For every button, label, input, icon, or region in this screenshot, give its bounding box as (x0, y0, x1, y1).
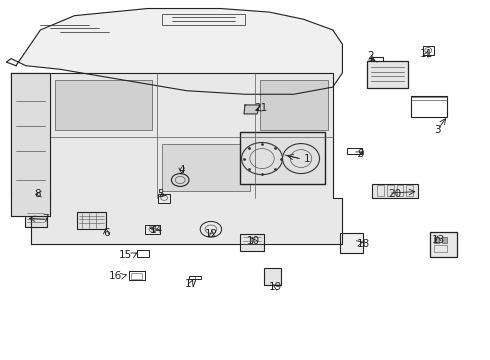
Bar (434, 245, 447, 252)
Bar (411, 96, 447, 117)
Text: 1: 1 (303, 154, 310, 163)
Text: 4: 4 (178, 165, 185, 175)
Text: 10: 10 (247, 237, 260, 247)
Bar (372, 184, 418, 198)
Bar (240, 132, 325, 184)
Text: 8: 8 (35, 189, 41, 199)
Bar (340, 233, 364, 252)
Bar (367, 62, 408, 88)
Bar (396, 185, 403, 196)
Bar (25, 210, 47, 227)
Polygon shape (11, 73, 343, 244)
Text: 6: 6 (103, 228, 109, 238)
Bar (162, 14, 245, 24)
Text: 16: 16 (109, 271, 122, 281)
Text: 19: 19 (269, 282, 282, 292)
Bar (131, 273, 142, 279)
Bar (387, 185, 393, 196)
Text: 12: 12 (205, 229, 219, 239)
Bar (423, 46, 434, 55)
Bar (264, 267, 281, 285)
Text: 5: 5 (157, 189, 164, 199)
Polygon shape (244, 105, 260, 114)
Polygon shape (6, 9, 343, 94)
Bar (377, 185, 384, 196)
Bar (240, 234, 264, 251)
Bar (77, 212, 106, 229)
Bar (55, 80, 152, 130)
Bar (430, 232, 457, 257)
Text: 15: 15 (119, 250, 132, 260)
Text: 7: 7 (43, 214, 49, 224)
Bar (129, 271, 145, 280)
Bar (442, 237, 447, 243)
Polygon shape (11, 73, 50, 216)
Bar (347, 148, 362, 154)
Text: 11: 11 (420, 49, 433, 59)
Bar (16, 80, 45, 109)
Bar (189, 276, 201, 279)
Bar (158, 194, 171, 203)
Text: 17: 17 (185, 279, 198, 289)
Text: 14: 14 (150, 225, 163, 235)
Text: 18: 18 (357, 239, 370, 249)
Bar (260, 80, 328, 130)
Text: 21: 21 (254, 103, 267, 113)
Bar (371, 57, 383, 64)
Bar (145, 225, 160, 234)
Text: 13: 13 (431, 235, 444, 245)
Bar (162, 144, 250, 191)
Bar (434, 237, 439, 243)
Bar (31, 190, 50, 201)
Bar (137, 249, 149, 257)
Text: 3: 3 (435, 125, 441, 135)
Bar (406, 185, 413, 196)
Text: 2: 2 (367, 51, 373, 61)
Text: 9: 9 (357, 149, 364, 159)
Text: 20: 20 (388, 189, 401, 199)
